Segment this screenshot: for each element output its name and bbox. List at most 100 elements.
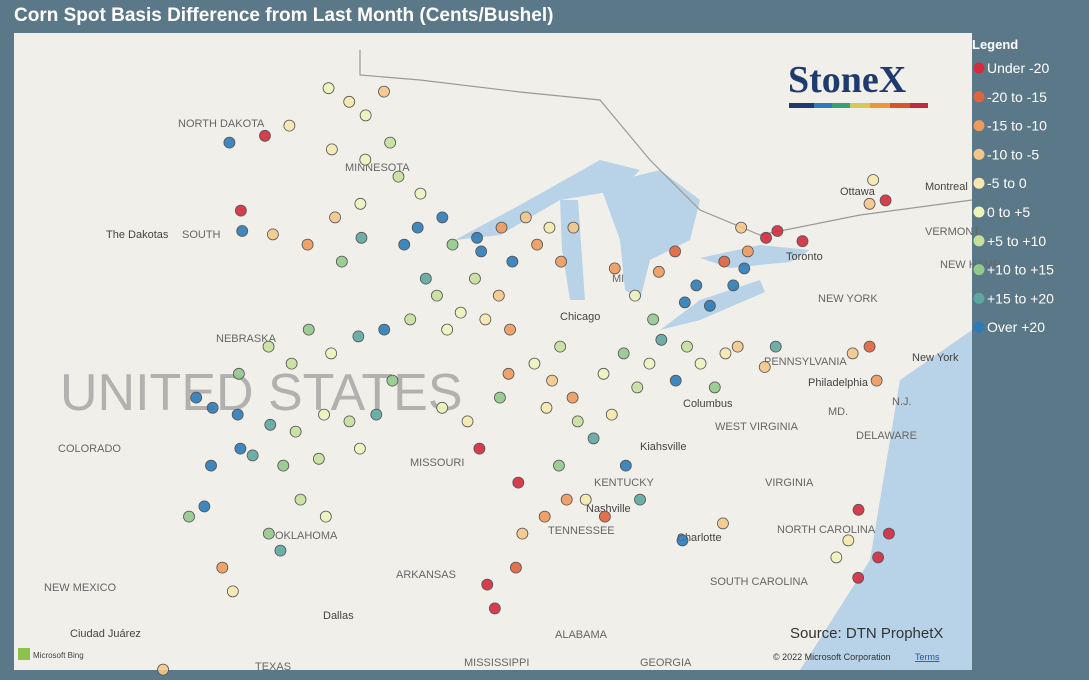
state-label: DELAWARE <box>856 430 917 442</box>
basis-point <box>354 197 367 210</box>
legend-swatch <box>973 148 985 160</box>
basis-point <box>842 534 855 547</box>
basis-point <box>473 442 486 455</box>
basis-point <box>867 174 880 186</box>
basis-point <box>352 330 365 343</box>
basis-point <box>206 401 219 414</box>
basis-point <box>414 187 427 200</box>
basis-point <box>741 245 754 258</box>
basis-point <box>543 221 556 234</box>
basis-point <box>183 510 195 523</box>
basis-point <box>528 357 541 370</box>
legend-swatch <box>973 235 985 247</box>
basis-point <box>678 296 691 309</box>
basis-point <box>504 323 516 336</box>
basis-point <box>234 204 247 217</box>
state-label: MI <box>612 273 624 285</box>
basis-point <box>481 578 494 591</box>
country-label: UNITED STATES <box>60 364 463 422</box>
legend: Under -20 -20 to -15 -15 to -10 -10 to -5 -5… <box>973 60 1054 335</box>
basis-point <box>488 602 501 615</box>
basis-point <box>631 381 644 394</box>
basis-point <box>436 211 449 224</box>
border <box>359 50 973 236</box>
basis-point <box>555 255 567 268</box>
basis-point <box>319 510 332 523</box>
basis-point <box>325 347 338 360</box>
basis-point <box>335 255 348 268</box>
basis-point <box>731 340 744 353</box>
basis-point <box>652 265 665 278</box>
basis-point <box>512 476 525 489</box>
legend-swatch <box>973 120 985 132</box>
basis-point <box>579 493 592 506</box>
basis-point <box>285 357 298 370</box>
legend-label: Under -20 <box>987 60 1049 76</box>
state-label: VIRGINIA <box>765 477 814 489</box>
basis-point <box>359 109 372 122</box>
basis-point <box>223 136 236 149</box>
legend-swatch <box>973 91 985 103</box>
basis-point <box>475 245 488 258</box>
basis-point <box>769 340 782 353</box>
basis-point <box>597 367 610 380</box>
basis-point <box>262 340 275 353</box>
basis-point <box>322 82 335 95</box>
city-label: Dallas <box>323 610 354 622</box>
basis-point <box>370 408 383 421</box>
basis-point <box>234 442 247 455</box>
basis-point <box>546 374 558 387</box>
basis-point <box>560 493 573 506</box>
basis-point <box>294 493 307 506</box>
city-label: Nashville <box>586 503 631 515</box>
basis-point <box>617 347 630 360</box>
city-label: New York <box>912 352 959 364</box>
basis-point <box>619 459 632 472</box>
legend-label: -10 to -5 <box>987 146 1039 162</box>
state-label: NEBRASKA <box>216 333 277 345</box>
terms-link[interactable]: Terms <box>915 652 940 662</box>
basis-point <box>494 391 506 404</box>
state-label: TENNESSEE <box>548 525 615 537</box>
basis-point <box>264 418 277 431</box>
legend-title: Legend <box>972 37 1018 52</box>
basis-point <box>446 238 459 251</box>
basis-point <box>605 408 618 421</box>
basis-point <box>531 238 543 251</box>
city-label: Philadelphia <box>808 377 869 389</box>
state-label: NEW HAMP <box>940 259 1001 271</box>
basis-point <box>830 551 843 564</box>
points <box>157 82 895 676</box>
basis-point <box>479 313 492 326</box>
legend-swatch <box>973 177 985 189</box>
legend-label: -15 to -10 <box>987 118 1047 134</box>
basis-point <box>205 459 217 472</box>
basis-point <box>495 221 508 234</box>
basis-point <box>277 459 290 472</box>
basis-point <box>506 255 519 268</box>
state-label: SOUTH CAROLINA <box>710 576 808 588</box>
basis-point <box>289 425 302 438</box>
basis-point <box>198 500 211 513</box>
basis-point <box>681 340 693 353</box>
basis-point <box>629 289 641 302</box>
basis-point <box>411 221 424 234</box>
basis-point <box>634 493 646 506</box>
basis-point <box>312 452 325 465</box>
state-label: ALABAMA <box>555 629 608 641</box>
water <box>455 160 972 670</box>
basis-point <box>471 231 483 244</box>
basis-point <box>553 459 565 472</box>
state-label: NEW YORK <box>818 293 878 305</box>
basis-point <box>246 449 259 462</box>
bing-label: Microsoft Bing <box>33 651 84 660</box>
state-label: MINNESOTA <box>345 162 410 174</box>
basis-point <box>353 442 366 455</box>
basis-point <box>796 235 809 248</box>
basis-point <box>216 561 229 574</box>
basis-point <box>509 561 522 574</box>
state-label: TEXAS <box>255 661 291 673</box>
basis-point <box>669 374 682 387</box>
state-label: MISSISSIPPI <box>464 657 529 669</box>
